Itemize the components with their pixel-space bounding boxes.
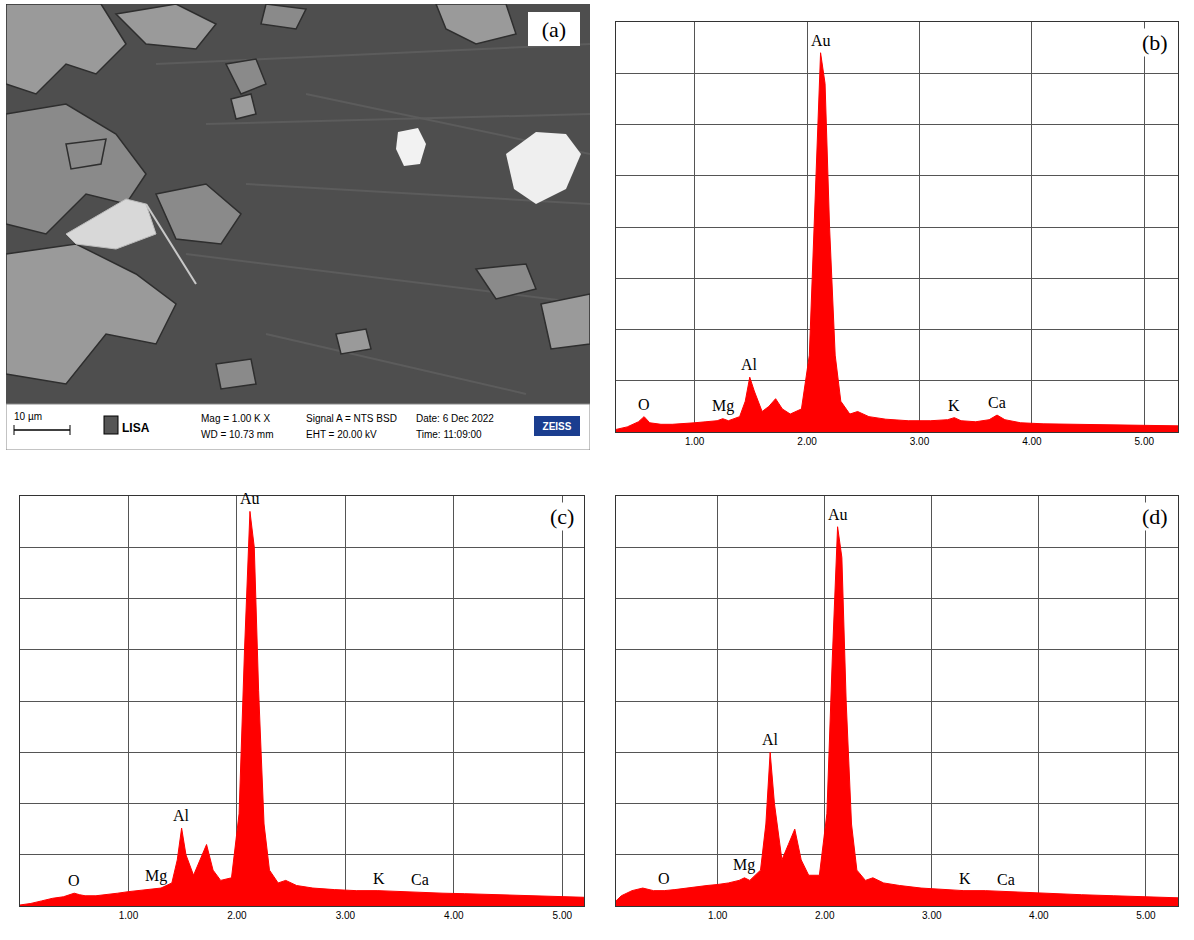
svg-text:Ca: Ca (997, 871, 1015, 888)
svg-text:5.00: 5.00 (553, 910, 573, 921)
svg-text:Ca: Ca (988, 394, 1006, 411)
svg-text:10 µm: 10 µm (14, 411, 42, 422)
svg-text:Mag = 1.00 K X: Mag = 1.00 K X (201, 413, 271, 424)
svg-text:3.00: 3.00 (910, 436, 930, 447)
svg-text:1.00: 1.00 (119, 910, 139, 921)
svg-text:Au: Au (811, 32, 831, 49)
svg-text:K: K (948, 397, 960, 414)
svg-text:Au: Au (828, 506, 848, 523)
svg-text:4.00: 4.00 (444, 910, 464, 921)
svg-text:Mg: Mg (712, 397, 734, 415)
svg-text:O: O (658, 870, 670, 887)
svg-text:(c): (c) (550, 504, 574, 529)
svg-text:K: K (373, 870, 385, 887)
svg-text:O: O (68, 872, 80, 889)
svg-text:3.00: 3.00 (336, 910, 356, 921)
svg-text:(d): (d) (1142, 504, 1168, 529)
svg-text:WD = 10.73 mm: WD = 10.73 mm (201, 429, 274, 440)
svg-text:Mg: Mg (145, 867, 167, 885)
svg-text:4.00: 4.00 (1022, 436, 1042, 447)
svg-text:1.00: 1.00 (685, 436, 705, 447)
svg-text:1.00: 1.00 (708, 910, 728, 921)
svg-text:Signal A = NTS BSD: Signal A = NTS BSD (306, 413, 397, 424)
svg-text:(b): (b) (1142, 30, 1168, 55)
svg-text:3.00: 3.00 (922, 910, 942, 921)
svg-text:2.00: 2.00 (797, 436, 817, 447)
svg-text:EHT = 20.00 kV: EHT = 20.00 kV (306, 429, 377, 440)
svg-text:2.00: 2.00 (815, 910, 835, 921)
svg-text:Date: 6 Dec 2022: Date: 6 Dec 2022 (416, 413, 494, 424)
svg-text:Time: 11:09:00: Time: 11:09:00 (416, 429, 482, 440)
svg-text:5.00: 5.00 (1135, 436, 1155, 447)
svg-text:Au: Au (240, 490, 260, 507)
svg-text:O: O (638, 396, 650, 413)
svg-text:Ca: Ca (411, 871, 429, 888)
svg-text:LISA: LISA (122, 421, 150, 435)
svg-text:4.00: 4.00 (1029, 910, 1049, 921)
svg-text:(a): (a) (542, 17, 566, 42)
svg-text:ZEISS: ZEISS (543, 421, 572, 432)
svg-text:K: K (959, 870, 971, 887)
svg-text:5.00: 5.00 (1136, 910, 1156, 921)
svg-text:Al: Al (741, 356, 758, 373)
svg-text:Al: Al (173, 807, 190, 824)
svg-text:Mg: Mg (733, 856, 755, 874)
svg-text:2.00: 2.00 (227, 910, 247, 921)
svg-text:Al: Al (762, 731, 779, 748)
